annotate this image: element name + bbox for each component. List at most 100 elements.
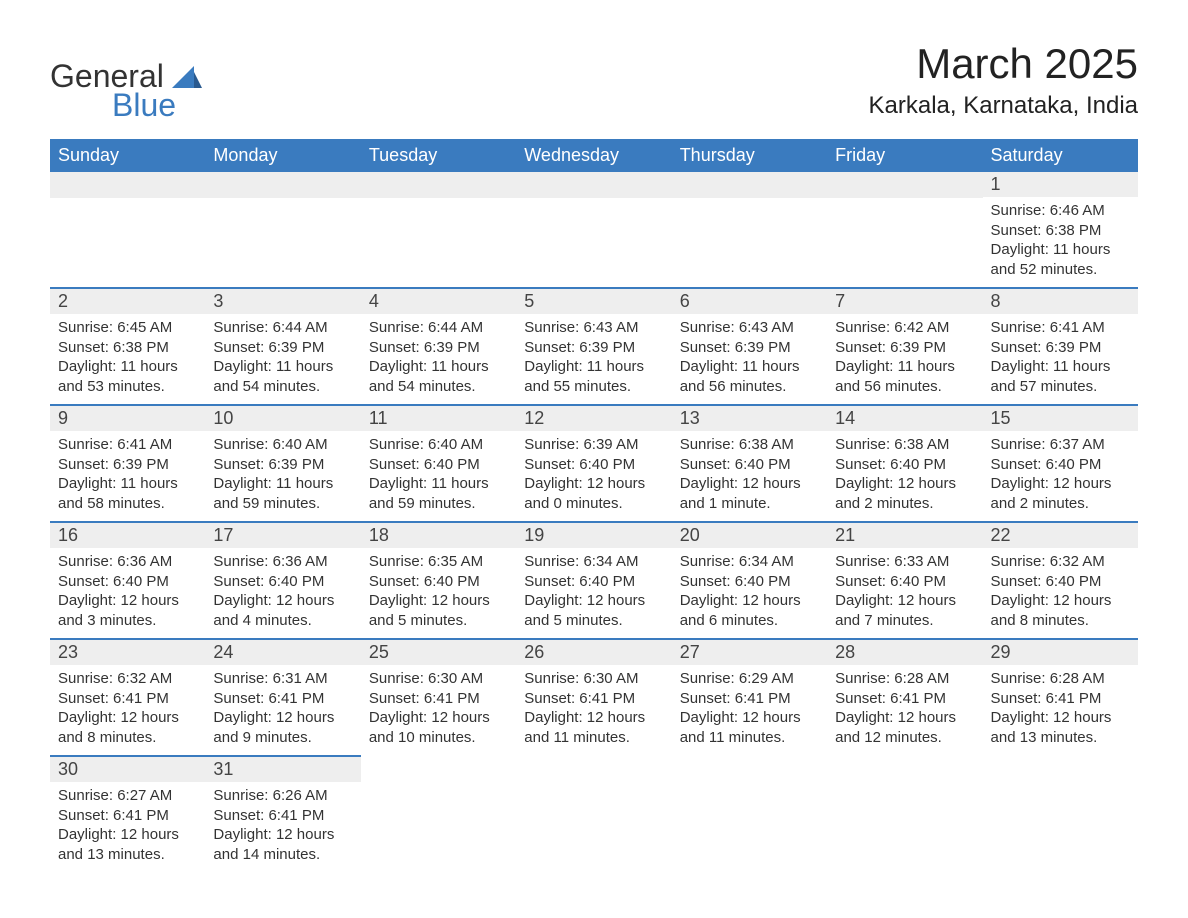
- day-details: Sunrise: 6:33 AMSunset: 6:40 PMDaylight:…: [827, 548, 982, 638]
- calendar-day-cell: [361, 172, 516, 288]
- sunrise-text: Sunrise: 6:27 AM: [58, 786, 197, 806]
- calendar-day-cell: 25Sunrise: 6:30 AMSunset: 6:41 PMDayligh…: [361, 639, 516, 756]
- day-number: 17: [205, 523, 360, 548]
- sunset-text: Sunset: 6:40 PM: [991, 572, 1130, 592]
- sunrise-text: Sunrise: 6:43 AM: [524, 318, 663, 338]
- daylight-text: Daylight: 11 hours and 59 minutes.: [213, 474, 352, 513]
- day-number: 18: [361, 523, 516, 548]
- sunset-text: Sunset: 6:40 PM: [524, 572, 663, 592]
- day-details: Sunrise: 6:32 AMSunset: 6:41 PMDaylight:…: [50, 665, 205, 755]
- sunset-text: Sunset: 6:40 PM: [835, 572, 974, 592]
- col-saturday: Saturday: [983, 139, 1138, 172]
- calendar-day-cell: 13Sunrise: 6:38 AMSunset: 6:40 PMDayligh…: [672, 405, 827, 522]
- calendar-day-cell: 23Sunrise: 6:32 AMSunset: 6:41 PMDayligh…: [50, 639, 205, 756]
- sunrise-text: Sunrise: 6:34 AM: [524, 552, 663, 572]
- calendar-day-cell: 17 Sunrise: 6:36 AMSunset: 6:40 PMDayligh…: [205, 522, 360, 639]
- sunset-text: Sunset: 6:39 PM: [524, 338, 663, 358]
- daylight-text: Daylight: 11 hours and 55 minutes.: [524, 357, 663, 396]
- sunrise-text: Sunrise: 6:41 AM: [58, 435, 197, 455]
- sunrise-text: Sunrise: 6:26 AM: [213, 786, 352, 806]
- daylight-text: Daylight: 11 hours and 56 minutes.: [680, 357, 819, 396]
- calendar-day-cell: 11Sunrise: 6:40 AMSunset: 6:40 PMDayligh…: [361, 405, 516, 522]
- day-details: [205, 198, 360, 268]
- sunset-text: Sunset: 6:39 PM: [213, 455, 352, 475]
- sunset-text: Sunset: 6:40 PM: [213, 572, 352, 592]
- sunset-text: Sunset: 6:40 PM: [680, 455, 819, 475]
- sunset-text: Sunset: 6:40 PM: [369, 572, 508, 592]
- day-number: [361, 172, 516, 198]
- sunrise-text: Sunrise: 6:45 AM: [58, 318, 197, 338]
- sunset-text: Sunset: 6:40 PM: [524, 455, 663, 475]
- col-monday: Monday: [205, 139, 360, 172]
- day-number: 14: [827, 406, 982, 431]
- day-details: Sunrise: 6:43 AMSunset: 6:39 PMDaylight:…: [672, 314, 827, 404]
- day-number: 24: [205, 640, 360, 665]
- day-number: 2: [50, 289, 205, 314]
- day-number: 3: [205, 289, 360, 314]
- calendar-week-row: 30Sunrise: 6:27 AMSunset: 6:41 PMDayligh…: [50, 756, 1138, 872]
- daylight-text: Daylight: 11 hours and 52 minutes.: [991, 240, 1130, 279]
- day-number: [672, 172, 827, 198]
- sunrise-text: Sunrise: 6:30 AM: [369, 669, 508, 689]
- sunrise-text: Sunrise: 6:44 AM: [213, 318, 352, 338]
- day-number: 22: [983, 523, 1138, 548]
- sunset-text: Sunset: 6:41 PM: [369, 689, 508, 709]
- day-details: Sunrise: 6:38 AMSunset: 6:40 PMDaylight:…: [672, 431, 827, 521]
- day-details: Sunrise: 6:31 AMSunset: 6:41 PMDaylight:…: [205, 665, 360, 755]
- day-number: [205, 172, 360, 198]
- daylight-text: Daylight: 12 hours and 13 minutes.: [991, 708, 1130, 747]
- calendar-day-cell: 24Sunrise: 6:31 AMSunset: 6:41 PMDayligh…: [205, 639, 360, 756]
- day-details: Sunrise: 6:35 AMSunset: 6:40 PMDaylight:…: [361, 548, 516, 638]
- calendar-day-cell: 4Sunrise: 6:44 AMSunset: 6:39 PMDaylight…: [361, 288, 516, 405]
- calendar-day-cell: 18Sunrise: 6:35 AMSunset: 6:40 PMDayligh…: [361, 522, 516, 639]
- day-number: 19: [516, 523, 671, 548]
- day-details: [672, 198, 827, 268]
- weekday-header-row: Sunday Monday Tuesday Wednesday Thursday…: [50, 139, 1138, 172]
- daylight-text: Daylight: 12 hours and 12 minutes.: [835, 708, 974, 747]
- calendar-day-cell: 3Sunrise: 6:44 AMSunset: 6:39 PMDaylight…: [205, 288, 360, 405]
- calendar-week-row: 23Sunrise: 6:32 AMSunset: 6:41 PMDayligh…: [50, 639, 1138, 756]
- day-details: Sunrise: 6:32 AMSunset: 6:40 PMDaylight:…: [983, 548, 1138, 638]
- daylight-text: Daylight: 12 hours and 4 minutes.: [213, 591, 352, 630]
- calendar-day-cell: 7Sunrise: 6:42 AMSunset: 6:39 PMDaylight…: [827, 288, 982, 405]
- daylight-text: Daylight: 12 hours and 2 minutes.: [991, 474, 1130, 513]
- day-details: [516, 198, 671, 268]
- sunset-text: Sunset: 6:41 PM: [835, 689, 974, 709]
- daylight-text: Daylight: 11 hours and 57 minutes.: [991, 357, 1130, 396]
- day-number: 20: [672, 523, 827, 548]
- sunset-text: Sunset: 6:38 PM: [991, 221, 1130, 241]
- sunrise-text: Sunrise: 6:34 AM: [680, 552, 819, 572]
- day-number: 30: [50, 757, 205, 782]
- day-details: Sunrise: 6:28 AMSunset: 6:41 PMDaylight:…: [827, 665, 982, 755]
- sunrise-text: Sunrise: 6:31 AM: [213, 669, 352, 689]
- sunrise-text: Sunrise: 6:36 AM: [213, 552, 352, 572]
- month-title: March 2025: [869, 40, 1139, 88]
- daylight-text: Daylight: 12 hours and 5 minutes.: [524, 591, 663, 630]
- sunrise-text: Sunrise: 6:37 AM: [991, 435, 1130, 455]
- sunrise-text: Sunrise: 6:36 AM: [58, 552, 197, 572]
- daylight-text: Daylight: 12 hours and 13 minutes.: [58, 825, 197, 864]
- calendar-day-cell: [516, 172, 671, 288]
- day-details: Sunrise: 6:46 AMSunset: 6:38 PMDaylight:…: [983, 197, 1138, 287]
- day-details: Sunrise: 6:38 AMSunset: 6:40 PMDaylight:…: [827, 431, 982, 521]
- sunset-text: Sunset: 6:40 PM: [680, 572, 819, 592]
- calendar-day-cell: [672, 172, 827, 288]
- sunrise-text: Sunrise: 6:30 AM: [524, 669, 663, 689]
- day-number: 9: [50, 406, 205, 431]
- sunrise-text: Sunrise: 6:38 AM: [835, 435, 974, 455]
- day-number: 28: [827, 640, 982, 665]
- day-number: 13: [672, 406, 827, 431]
- sunrise-text: Sunrise: 6:44 AM: [369, 318, 508, 338]
- calendar-day-cell: [361, 756, 516, 872]
- day-details: Sunrise: 6:39 AMSunset: 6:40 PMDaylight:…: [516, 431, 671, 521]
- sunset-text: Sunset: 6:41 PM: [524, 689, 663, 709]
- day-number: [50, 172, 205, 198]
- calendar-day-cell: [50, 172, 205, 288]
- day-details: [672, 782, 827, 852]
- day-number: 16: [50, 523, 205, 548]
- calendar-body: 1Sunrise: 6:46 AMSunset: 6:38 PMDaylight…: [50, 172, 1138, 872]
- calendar-day-cell: 12Sunrise: 6:39 AMSunset: 6:40 PMDayligh…: [516, 405, 671, 522]
- day-details: Sunrise: 6:45 AMSunset: 6:38 PMDaylight:…: [50, 314, 205, 404]
- logo-triangle-icon: [172, 66, 202, 93]
- logo-text-blue: Blue: [112, 89, 202, 121]
